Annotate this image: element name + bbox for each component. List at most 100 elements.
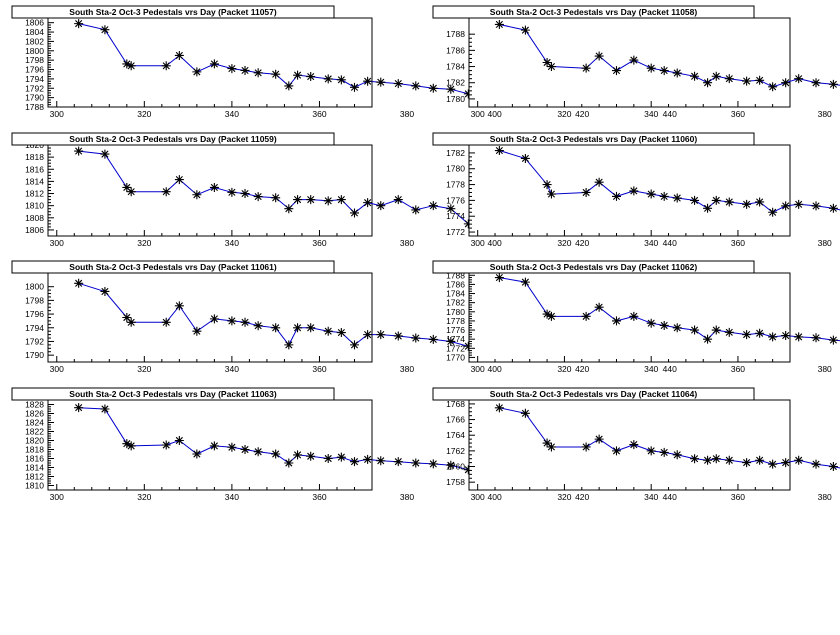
y-tick-label: 1780: [446, 307, 465, 317]
x-tick-label: 440: [663, 238, 677, 248]
data-point: [227, 64, 237, 74]
data-point: [646, 63, 656, 73]
chart-title-box: [432, 387, 755, 401]
data-point: [781, 331, 791, 341]
x-tick-label: 380: [400, 238, 414, 248]
y-tick-label: 1764: [446, 430, 465, 440]
x-tick-label: 300: [471, 364, 485, 374]
data-point: [811, 201, 821, 211]
data-point: [463, 465, 473, 475]
x-tick-label: 420: [575, 364, 589, 374]
y-tick-label: 1790: [25, 350, 44, 360]
y-tick-label: 1802: [25, 36, 44, 46]
x-tick-label: 340: [225, 109, 239, 119]
data-point: [428, 83, 438, 93]
data-point: [428, 334, 438, 344]
data-point: [711, 71, 721, 81]
x-tick-label: 360: [312, 492, 326, 502]
y-tick-label: 1778: [446, 316, 465, 326]
data-point: [253, 192, 263, 202]
data-point: [271, 69, 281, 79]
y-tick-label: 1780: [446, 164, 465, 174]
x-tick-label: 320: [557, 364, 571, 374]
x-tick-label: 360: [312, 238, 326, 248]
y-tick-label: 1788: [446, 270, 465, 280]
data-point: [393, 195, 403, 205]
data-point: [363, 454, 373, 464]
data-point: [646, 318, 656, 328]
x-tick-label: 300: [50, 364, 64, 374]
data-point: [659, 191, 669, 201]
data-point: [629, 311, 639, 321]
data-point: [520, 25, 530, 35]
data-point: [126, 317, 136, 327]
y-tick-label: 1762: [446, 446, 465, 456]
data-point: [672, 193, 682, 203]
data-point: [594, 302, 604, 312]
x-tick-label: 340: [225, 364, 239, 374]
y-tick-label: 1788: [25, 102, 44, 112]
y-tick-label: 1792: [25, 336, 44, 346]
x-tick-label: 320: [137, 364, 151, 374]
x-tick-label: 340: [644, 364, 658, 374]
data-point: [828, 462, 838, 472]
y-tick-label: 1812: [25, 189, 44, 199]
chart-title-box: [11, 387, 335, 401]
x-tick-label: 400: [488, 492, 502, 502]
x-tick-label: 380: [818, 238, 832, 248]
y-tick-label: 1822: [25, 427, 44, 437]
data-point: [336, 328, 346, 338]
data-point: [690, 195, 700, 205]
data-point: [724, 327, 734, 337]
chart-title: South Sta-2 Oct-3 Pedestals vrs Day (Pac…: [490, 262, 698, 272]
data-point: [271, 193, 281, 203]
plot-frame: [47, 272, 373, 363]
x-tick-label: 300: [471, 109, 485, 119]
data-point: [494, 273, 504, 283]
data-point: [122, 313, 132, 322]
y-tick-label: 1792: [25, 83, 44, 93]
data-point: [306, 451, 316, 461]
y-tick-label: 1782: [446, 298, 465, 308]
data-point: [828, 335, 838, 345]
x-tick-label: 300: [471, 238, 485, 248]
chart-panel-3: 1806180818101812181418161818182030032034…: [11, 132, 677, 248]
x-tick-label: 440: [663, 364, 677, 374]
chart-panel-8: 1758 1760 1762 1764 1766 1768 300 320 340 360 380 4…: [432, 387, 840, 502]
data-point: [611, 66, 621, 76]
data-point: [494, 19, 504, 29]
y-tick-label: 1800: [25, 282, 44, 292]
data-point: [363, 76, 373, 86]
data-point: [659, 447, 669, 457]
chart-title-box: [11, 260, 335, 274]
data-point: [520, 153, 530, 163]
chart-panel-1: 1788179017921794179617981800180218041806…: [11, 5, 677, 119]
y-tick-label: 1804: [25, 27, 44, 37]
x-tick-label: 400: [488, 238, 502, 248]
data-point: [446, 84, 456, 94]
y-tick-label: 1784: [446, 62, 465, 72]
x-tick-label: 320: [557, 109, 571, 119]
x-tick-label: 380: [818, 364, 832, 374]
chart-title: South Sta-2 Oct-3 Pedestals vrs Day (Pac…: [69, 262, 277, 272]
y-tick-label: 1816: [25, 454, 44, 464]
data-point: [546, 62, 556, 72]
y-tick-label: 1824: [25, 418, 44, 428]
x-tick-label: 440: [663, 109, 677, 119]
data-point: [161, 317, 171, 327]
y-tick-label: 1826: [25, 409, 44, 419]
x-tick-label: 360: [731, 492, 745, 502]
data-point: [227, 187, 237, 197]
data-point: [711, 454, 721, 464]
data-point: [629, 55, 639, 65]
data-point: [703, 78, 713, 88]
data-point: [192, 190, 202, 200]
data-point: [323, 74, 333, 84]
y-tick-label: 1796: [25, 309, 44, 319]
data-point: [428, 201, 438, 211]
data-point: [271, 323, 281, 333]
y-tick-label: 1780: [446, 94, 465, 104]
x-tick-label: 300: [50, 238, 64, 248]
data-point: [363, 198, 373, 208]
data-point: [100, 404, 110, 414]
